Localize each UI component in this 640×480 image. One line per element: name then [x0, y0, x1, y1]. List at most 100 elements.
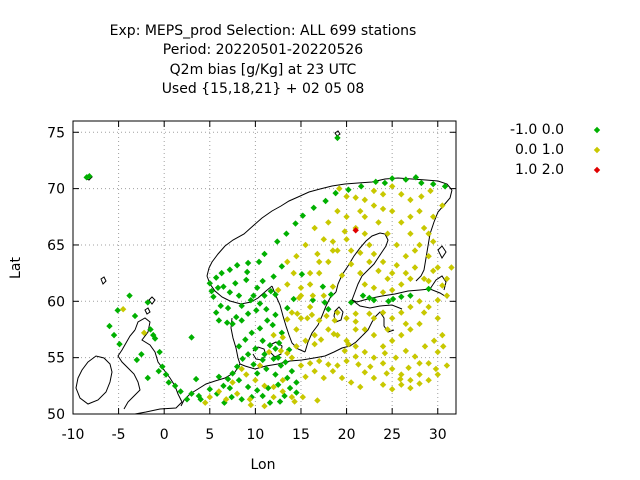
data-point-series-1 [220, 382, 227, 390]
data-point-series-2 [439, 202, 446, 209]
y-tick-label: 65 [47, 238, 65, 254]
data-point-series-2 [388, 286, 396, 294]
data-point-series-2 [352, 194, 359, 201]
y-axis-label: Lat [8, 257, 24, 279]
title-line-1: Exp: MEPS_prod Selection: ALL 699 statio… [110, 23, 417, 39]
data-point-series-2 [384, 326, 391, 333]
x-tick-label: 25 [383, 427, 401, 443]
data-point-series-2 [323, 312, 330, 320]
data-point-series-1 [238, 302, 245, 310]
data-point-series-2 [361, 213, 369, 220]
data-point-series-2 [416, 241, 423, 249]
data-point-series-2 [388, 386, 396, 393]
data-point-series-2 [398, 219, 405, 226]
data-point-series-1 [206, 386, 213, 393]
data-point-series-2 [320, 374, 327, 382]
data-point-series-2 [370, 315, 378, 322]
data-point-series-2 [270, 393, 277, 401]
data-point-series-2 [302, 337, 309, 344]
data-point-series-1 [235, 343, 243, 350]
data-point-series-1 [299, 212, 306, 219]
x-tick-label: 0 [160, 427, 169, 443]
data-point-series-2 [361, 348, 369, 356]
data-point-series-2 [443, 362, 451, 369]
data-point-series-2 [306, 360, 314, 367]
data-point-series-1 [226, 266, 234, 273]
data-point-series-2 [314, 250, 321, 258]
data-point-series-1 [217, 302, 224, 310]
data-point-series-2 [329, 367, 337, 375]
data-point-series-2 [411, 247, 419, 254]
data-point-series-2 [215, 388, 223, 395]
data-point-series-1 [272, 291, 279, 298]
data-point-series-1 [264, 317, 271, 324]
data-point-series-2 [140, 329, 148, 337]
data-point-series-1 [272, 371, 279, 378]
data-point-series-2 [293, 253, 300, 260]
data-point-series-2 [233, 390, 241, 397]
data-point-series-2 [383, 370, 390, 377]
data-point-series-2 [302, 373, 309, 381]
data-point-series-2 [330, 330, 338, 338]
data-point-series-1 [254, 387, 261, 394]
data-point-series-1 [272, 311, 279, 319]
data-point-series-1 [177, 388, 184, 395]
data-point-series-1 [263, 305, 270, 313]
data-point-series-1 [144, 299, 151, 306]
data-point-series-2 [316, 317, 323, 324]
data-point-series-1 [215, 317, 223, 324]
data-point-series-2 [320, 292, 327, 299]
data-point-series-1 [274, 238, 281, 245]
data-point-series-2 [425, 253, 432, 260]
data-point-series-1 [165, 379, 172, 386]
data-point-series-2 [366, 241, 373, 249]
data-point-series-2 [407, 213, 414, 220]
data-point-series-1 [192, 375, 200, 383]
data-point-series-2 [440, 343, 447, 350]
data-point-series-2 [416, 207, 423, 215]
data-point-series-1 [248, 329, 255, 337]
data-point-series-1 [144, 374, 151, 382]
data-point-series-2 [434, 371, 441, 378]
data-point-series-1 [274, 354, 282, 361]
data-point-series-1 [261, 292, 268, 299]
data-point-series-1 [282, 358, 289, 366]
data-point-series-2 [316, 357, 323, 365]
data-point-series-2 [325, 258, 332, 266]
x-tick-label: 20 [338, 427, 356, 443]
data-point-series-2 [361, 281, 369, 288]
data-point-series-1 [218, 269, 225, 277]
data-point-series-2 [407, 303, 414, 311]
data-point-series-1 [244, 351, 252, 358]
data-point-series-2 [279, 388, 286, 395]
data-point-series-2 [345, 340, 352, 348]
data-point-series-1 [253, 307, 260, 314]
data-point-series-1 [292, 220, 299, 227]
data-point-series-1 [278, 329, 286, 337]
data-point-series-1 [256, 325, 264, 332]
data-point-series-2 [238, 365, 245, 373]
data-point-series-1 [256, 300, 264, 307]
data-point-series-1 [322, 197, 329, 205]
data-point-series-1 [86, 173, 93, 180]
data-point-series-1 [250, 292, 257, 299]
data-point-series-2 [370, 187, 378, 195]
data-point-series-2 [384, 275, 391, 282]
data-point-series-2 [361, 326, 369, 333]
data-point-series-1 [242, 336, 249, 343]
data-point-series-2 [288, 354, 296, 361]
data-point-series-2 [425, 376, 432, 384]
data-point-series-1 [183, 396, 191, 403]
data-point-series-1 [388, 175, 396, 182]
data-point-series-2 [379, 381, 387, 388]
data-point-series-2 [398, 191, 405, 198]
data-point-series-2 [347, 260, 355, 268]
data-point-series-1 [275, 339, 283, 347]
data-point-series-2 [388, 183, 396, 190]
data-point-series-2 [293, 343, 300, 350]
data-point-series-1 [372, 178, 379, 186]
data-point-series-2 [288, 309, 296, 316]
data-point-series-2 [398, 381, 405, 388]
data-point-series-1 [327, 291, 335, 298]
